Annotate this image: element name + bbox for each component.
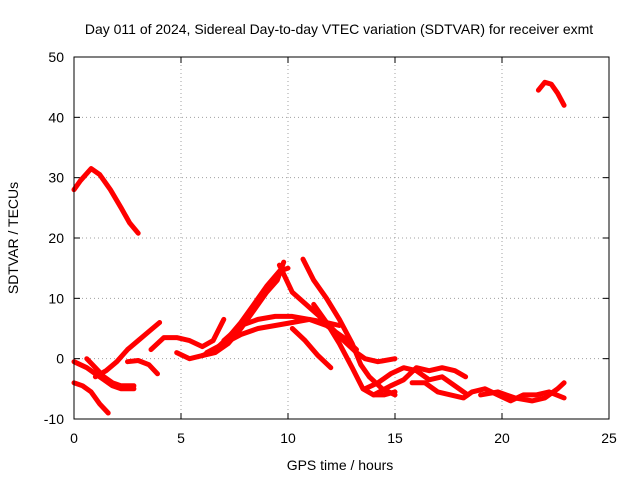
series-arc-1 (71, 166, 141, 236)
series-arc-7 (148, 316, 227, 353)
y-tick-label: 10 (48, 290, 64, 306)
series-arc-17 (371, 365, 469, 398)
x-tick-label: 15 (387, 430, 403, 446)
y-tick-label: 30 (48, 170, 64, 186)
series-arc-14 (311, 301, 398, 398)
y-tick-label: 0 (56, 351, 64, 367)
series-arc-6 (125, 358, 160, 377)
series-arc-15 (289, 326, 334, 371)
series-arc-19 (478, 380, 567, 404)
grid-lines (74, 57, 609, 419)
series-arc-5 (92, 320, 163, 380)
series-layer (71, 79, 567, 416)
series-arc-9 (199, 259, 287, 359)
y-axis-label: SDTVAR / TECUs (5, 182, 21, 294)
x-axis-label: GPS time / hours (287, 457, 394, 473)
series-arc-12 (276, 262, 398, 365)
y-tick-label: 50 (48, 49, 64, 65)
y-tick-label: -10 (44, 411, 64, 427)
x-tick-label: 10 (280, 430, 296, 446)
series-arc-20 (535, 79, 567, 108)
series-arc-3 (71, 380, 111, 416)
x-tick-label: 5 (177, 430, 185, 446)
chart-title: Day 011 of 2024, Sidereal Day-to-day VTE… (85, 21, 593, 37)
x-tick-label: 0 (70, 430, 78, 446)
series-arc-13 (300, 256, 398, 398)
x-tick-label: 20 (494, 430, 510, 446)
series-arc-18 (409, 380, 567, 404)
y-tick-label: 40 (48, 109, 64, 125)
y-tick-label: 20 (48, 230, 64, 246)
plot-frame (73, 56, 610, 420)
x-tick-label: 25 (601, 430, 617, 446)
series-arc-4 (84, 356, 137, 389)
